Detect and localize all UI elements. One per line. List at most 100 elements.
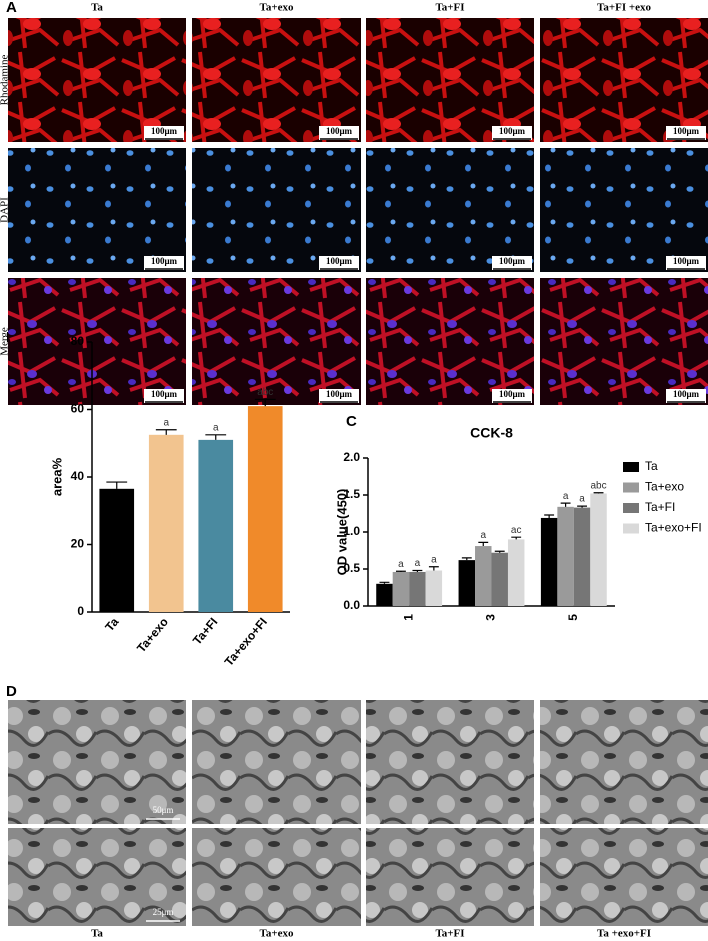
scale-bar-box [144, 256, 184, 270]
sem-image [8, 700, 186, 824]
panel-label: A [6, 0, 17, 16]
error-bar [395, 570, 406, 572]
bar [148, 434, 184, 612]
bar [247, 406, 283, 612]
y-axis-label: area% [49, 457, 64, 496]
bar [392, 571, 410, 606]
significance-label: a [415, 558, 421, 569]
error-bar [478, 541, 489, 547]
legend-swatch [623, 523, 639, 534]
micrograph [366, 148, 534, 272]
bar [590, 493, 607, 606]
y-tick-label: 1.5 [343, 487, 360, 501]
error-bar [593, 492, 604, 494]
row-label: DAPI [0, 197, 11, 223]
scale-bar-box [492, 126, 532, 140]
scale-bar-box [319, 256, 359, 270]
scale-bar-label: 100μm [673, 389, 700, 399]
micrograph [540, 278, 708, 405]
micrograph [540, 148, 708, 272]
micrograph [540, 18, 708, 142]
error-bar [254, 398, 276, 407]
scale-bar-label: 100μm [499, 256, 526, 266]
scale-bar-box [492, 389, 532, 403]
bar [198, 439, 234, 612]
error-bar [577, 505, 588, 508]
x-tick-label: Ta+exo [134, 615, 171, 655]
bar [573, 507, 591, 606]
y-tick-label: 60 [71, 402, 85, 416]
chart-title: CCK-8 [470, 425, 513, 441]
column-header: Ta+FI [435, 928, 464, 940]
error-bar [205, 434, 227, 440]
significance-label: abc [590, 480, 606, 491]
scale-bar-label: 100μm [673, 256, 700, 266]
bar [475, 546, 492, 606]
bar [409, 571, 426, 606]
scale-bar-label: 100μm [499, 126, 526, 136]
y-tick-label: 20 [71, 537, 85, 551]
scale-bar-box [666, 389, 706, 403]
bar [507, 539, 525, 606]
micrograph [366, 278, 534, 405]
significance-label: a [579, 494, 585, 505]
y-axis-label: OD value(450) [334, 489, 349, 576]
micrograph [8, 278, 186, 405]
scale-bar-label: 100μm [151, 256, 178, 266]
sem-image [8, 828, 186, 926]
x-tick-label: 5 [566, 614, 580, 621]
scale-bar-box [319, 389, 359, 403]
error-bar [494, 550, 505, 553]
micrograph [366, 18, 534, 142]
scale-bar-label: 25μm [153, 907, 174, 917]
y-tick-label: 0.5 [343, 561, 360, 575]
column-header: Ta [91, 928, 103, 940]
y-tick-label: 80 [71, 334, 85, 348]
scale-bar-box [666, 256, 706, 270]
legend-label: Ta+exo [645, 480, 684, 494]
x-tick-label: 1 [401, 614, 415, 621]
micrograph [192, 18, 361, 142]
error-bar [379, 581, 390, 584]
sem-image [192, 828, 361, 926]
column-header: Ta+FI +exo [597, 2, 651, 14]
scale-bar-box [319, 126, 359, 140]
significance-label: a [480, 530, 486, 541]
column-header: Ta+FI [435, 2, 464, 14]
significance-label: ac [511, 525, 522, 536]
y-tick-label: 0 [77, 604, 84, 618]
micrograph [8, 18, 186, 142]
micrograph [192, 278, 361, 405]
bar [376, 583, 393, 606]
bar [491, 552, 508, 606]
scale-bar-label: 50μm [153, 805, 174, 815]
error-bar [412, 569, 423, 572]
scale-bar-label: 100μm [499, 389, 526, 399]
panel-label: C [346, 413, 357, 430]
column-header: Ta +exo+FI [597, 928, 651, 940]
scale-bar-label: 100μm [326, 389, 353, 399]
x-tick-label: Ta+exo+FI [222, 615, 270, 669]
error-bar [155, 429, 177, 435]
legend-swatch [623, 462, 639, 472]
scale-bar-label: 100μm [673, 126, 700, 136]
significance-label: a [563, 491, 569, 502]
panel-label: D [6, 683, 17, 700]
error-bar [461, 557, 472, 561]
micrograph [8, 148, 186, 272]
significance-label: abc [257, 387, 273, 398]
column-header: Ta [91, 2, 103, 14]
error-bar [106, 481, 128, 489]
column-header: Ta+exo [260, 2, 294, 14]
significance-label: a [163, 417, 169, 428]
error-bar [560, 502, 571, 507]
x-tick-label: Ta [102, 615, 121, 634]
significance-label: a [431, 554, 437, 565]
legend-swatch [623, 482, 639, 493]
scale-bar-label: 100μm [151, 389, 178, 399]
significance-label: a [398, 559, 404, 570]
scale-bar-box [144, 126, 184, 140]
error-bar [544, 514, 555, 518]
bar [99, 488, 135, 612]
